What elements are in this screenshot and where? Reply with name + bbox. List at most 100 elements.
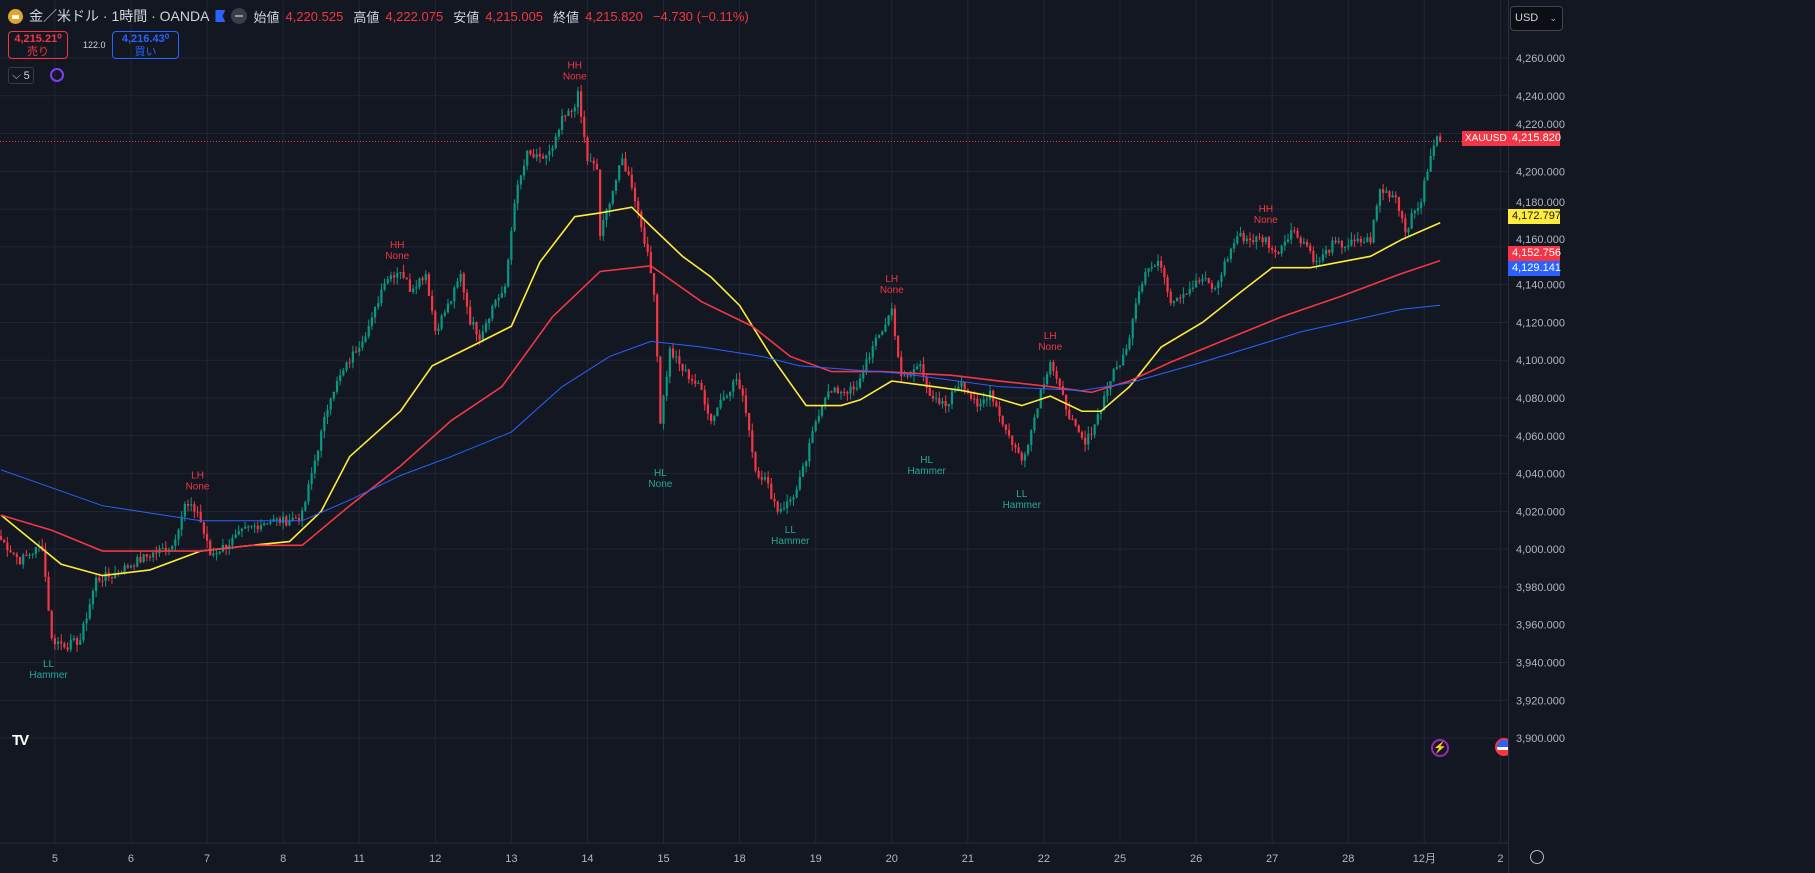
- candle-body: [1147, 268, 1150, 272]
- candle-body: [316, 450, 320, 461]
- candle-body: [988, 390, 992, 400]
- sync-icon[interactable]: [50, 68, 64, 82]
- candle-body: [329, 398, 332, 410]
- symbol-title[interactable]: 金／米ドル · 1時間 · OANDA: [29, 8, 210, 24]
- pivot-label-type: LH: [885, 274, 898, 285]
- candle-body: [247, 526, 250, 528]
- candle-body: [450, 301, 453, 304]
- candle-body: [922, 364, 925, 377]
- candle-body: [944, 401, 947, 407]
- candle-body: [1103, 395, 1106, 411]
- candle-body: [637, 201, 640, 212]
- candle-body: [437, 328, 440, 331]
- buy-label: 買い: [134, 46, 157, 58]
- candle-body: [1030, 430, 1033, 445]
- ma-mid-label: 4,152.756: [1508, 246, 1561, 261]
- market-closed-icon[interactable]: [231, 8, 248, 24]
- indicators-toggle-button[interactable]: ⌵ 5: [8, 67, 34, 84]
- pivot-label-pattern: Hammer: [771, 536, 810, 547]
- candle-body: [418, 278, 421, 288]
- candle-body: [1252, 240, 1255, 242]
- candle-body: [1109, 381, 1112, 390]
- pivot-label-type: HH: [390, 240, 404, 251]
- low-value: 4,215.005: [485, 8, 544, 24]
- candle-body: [928, 387, 931, 396]
- candle-body: [212, 553, 215, 556]
- candle-body: [9, 550, 12, 553]
- open-label: 始値: [253, 9, 280, 25]
- candle-body: [95, 577, 98, 591]
- candle-body: [465, 292, 469, 307]
- candle-body: [516, 184, 519, 204]
- candle-body: [415, 287, 418, 289]
- candle-body: [1115, 366, 1118, 370]
- candle-body: [434, 311, 437, 331]
- candle-body: [529, 150, 532, 155]
- candle-body: [541, 156, 545, 159]
- candle-body: [630, 174, 633, 188]
- candle-body: [1347, 245, 1350, 247]
- candle-body: [1305, 242, 1309, 246]
- candle-body: [1331, 240, 1334, 253]
- settings-icon[interactable]: [1530, 850, 1544, 864]
- grid: [0, 0, 1508, 844]
- candle-body: [1163, 267, 1166, 278]
- tradingview-logo[interactable]: TV: [12, 732, 29, 749]
- candle-body: [129, 565, 133, 568]
- candle-body: [719, 399, 722, 408]
- candle-body: [1099, 410, 1103, 414]
- candle-body: [855, 387, 858, 390]
- candle-body: [1106, 389, 1109, 396]
- flag-icon[interactable]: [215, 10, 226, 22]
- candle-body: [830, 391, 833, 393]
- candle-body: [1004, 424, 1007, 430]
- candle-body: [1261, 237, 1264, 243]
- currency-select[interactable]: USD ⌄: [1510, 6, 1563, 31]
- price-tick-label: 4,020.000: [1516, 506, 1565, 518]
- candle-body: [427, 274, 431, 296]
- candle-body: [320, 431, 323, 451]
- buy-button[interactable]: 4,216.43⁰ 買い: [112, 31, 179, 59]
- pivot-label-type: HH: [568, 61, 582, 72]
- high-value: 4,222.075: [385, 8, 444, 24]
- price-tick-label: 3,940.000: [1516, 657, 1565, 669]
- sell-button[interactable]: 4,215.21⁰ 売り: [8, 31, 68, 59]
- candle-body: [380, 289, 383, 304]
- candle-body: [180, 516, 183, 530]
- candle-body: [1236, 235, 1239, 244]
- candle-body: [1144, 271, 1147, 284]
- candle-body: [817, 415, 820, 422]
- candle-body: [386, 279, 389, 284]
- candle-body: [491, 306, 494, 319]
- us-flag-event-icon[interactable]: [1495, 738, 1508, 756]
- candle-body: [1182, 293, 1185, 298]
- lightning-icon[interactable]: ⚡: [1431, 739, 1449, 757]
- candle-body: [1080, 431, 1084, 438]
- price-tick-label: 4,060.000: [1516, 431, 1565, 443]
- candle-body: [332, 391, 335, 399]
- pivot-label-pattern: Hammer: [1003, 500, 1042, 511]
- candle-body: [259, 525, 263, 530]
- sell-price: 4,215.21⁰: [14, 33, 62, 45]
- candle-body: [1068, 409, 1071, 419]
- candle-body: [893, 308, 897, 337]
- candle-body: [652, 273, 656, 295]
- candle-body: [1210, 283, 1214, 289]
- candle-body: [507, 259, 510, 287]
- candle-body: [497, 297, 500, 301]
- candle-body: [903, 375, 906, 377]
- time-axis: 5 6 7 8 11 12 13 14 15 18 19 20 21 22 25 26 27 28 12月 2: [52, 853, 1504, 865]
- candle-body: [1055, 370, 1058, 379]
- candle-body: [186, 503, 190, 506]
- candle-body: [665, 376, 668, 396]
- candle-body: [0, 536, 3, 540]
- price-tick-label: 4,000.000: [1516, 544, 1565, 556]
- candle-body: [1397, 197, 1401, 212]
- pivot-label-type: LL: [1016, 489, 1028, 500]
- candle-body: [155, 552, 158, 554]
- high-label: 高値: [353, 9, 380, 25]
- candle-body: [709, 413, 713, 421]
- candle-body: [1343, 246, 1347, 248]
- time-tick-label: 20: [886, 853, 898, 865]
